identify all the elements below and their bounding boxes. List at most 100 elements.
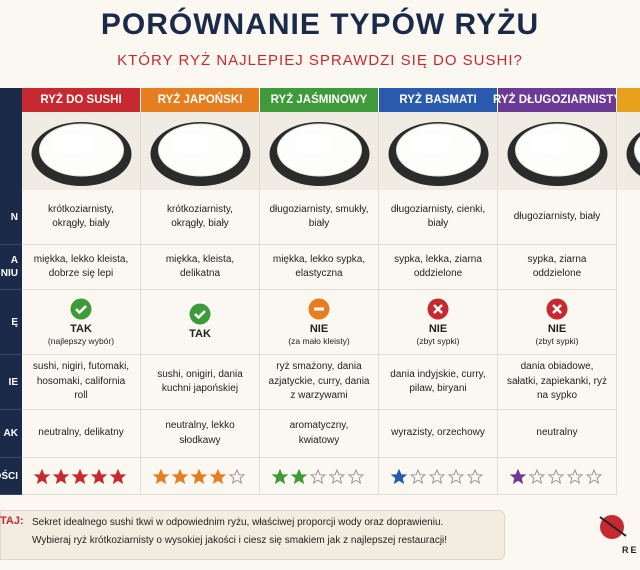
logo (599, 515, 627, 539)
taste-cell: neutralny (498, 410, 617, 458)
footer-line: Wybieraj ryż krótkoziarnisty o wysokiej … (32, 535, 448, 546)
status: TAK (70, 322, 92, 335)
rating-star (447, 468, 465, 485)
rating-star (347, 468, 365, 485)
rating (509, 468, 603, 485)
rating-cell (379, 458, 498, 495)
rating-star (466, 468, 484, 485)
column-header: RYŻ BASMATI (379, 88, 497, 112)
rating (390, 468, 484, 485)
dishes-cell: dania obiadowe, sałatki, zapiekanki, ryż… (498, 355, 617, 410)
status-icon (189, 303, 211, 325)
row-label-text: Ę (11, 316, 18, 328)
rating-star (33, 468, 51, 485)
rating-star (71, 468, 89, 485)
rating-star (90, 468, 108, 485)
footer-line: Sekret idealnego sushi tkwi w odpowiedni… (32, 517, 444, 528)
status-icon (546, 298, 568, 320)
rating-cell (260, 458, 379, 495)
status: NIE (309, 322, 329, 335)
grain-cell: długoziarnisty, smukły, biały (260, 190, 379, 245)
rating (271, 468, 365, 485)
rating-star (409, 468, 427, 485)
row-label: KOŚCI (0, 458, 22, 495)
title: PORÓWNANIE TYPÓW RYŻU (100, 8, 540, 41)
taste-cell: neutralny, delikatny (22, 410, 141, 458)
dishes-cell: ryż smażony, dania azjatyckie, curry, da… (260, 355, 379, 410)
status-note: (najlepszy wybór) (47, 336, 115, 346)
rating-star (271, 468, 289, 485)
rice-bowl (150, 122, 251, 186)
texture-cell: miękka, lekko sypka, elastyczna (260, 245, 379, 290)
suitability-cell: TAK (141, 290, 260, 355)
rating-star (190, 468, 208, 485)
suitability-cell: NIE (zbyt sypki) (379, 290, 498, 355)
rice-bowl (507, 122, 608, 186)
row-label: IE (0, 355, 22, 410)
suitability-cell: TAK (najlepszy wybór) (22, 290, 141, 355)
grain-cell: długoziarnisty, biały (498, 190, 617, 245)
footer-prefix: TAJ: (0, 515, 24, 527)
rating-star (428, 468, 446, 485)
rating-star (390, 468, 408, 485)
rating-cell (22, 458, 141, 495)
status-note: (zbyt sypki) (535, 336, 579, 346)
rating-star (52, 468, 70, 485)
rating (152, 468, 246, 485)
row-label-text: AK (3, 428, 18, 439)
column-header: R (617, 88, 640, 112)
column-header: RYŻ DŁUGOZIARNISTY (493, 88, 621, 112)
rice-bowl (31, 122, 132, 186)
rating-cell (498, 458, 617, 495)
rating-star (328, 468, 346, 485)
row-label: A NIU (0, 245, 22, 290)
rating-star (309, 468, 327, 485)
suitability-cell: NIE (za mało kleisty) (260, 290, 379, 355)
status-note: (zbyt sypki) (416, 336, 460, 346)
taste-cell: aromatyczny, kwiatowy (260, 410, 379, 458)
status: NIE (428, 322, 448, 335)
suitability-cell: NIE (zbyt sypki) (498, 290, 617, 355)
label-column (0, 88, 22, 495)
rating-star (209, 468, 227, 485)
row-label-text: N (10, 211, 18, 223)
status-icon (308, 298, 330, 320)
texture-cell: sypka, ziarna oddzielone (498, 245, 617, 290)
row-label: Ę (0, 290, 22, 355)
texture-cell: sypka, lekka, ziarna oddzielone (379, 245, 498, 290)
rice-bowl (269, 122, 370, 186)
subtitle: KTÓRY RYŻ NAJLEPIEJ SPRAWDZI SIĘ DO SUSH… (117, 52, 523, 69)
row-label-text: KOŚCI (0, 470, 18, 482)
texture-cell: miękka, kleista, delikatna (141, 245, 260, 290)
status-note: (za mało kleisty) (288, 336, 350, 346)
rating-star (228, 468, 246, 485)
texture-cell: miękka, lekko kleista, dobrze się lepi (22, 245, 141, 290)
rating-star (528, 468, 546, 485)
status: TAK (189, 327, 211, 340)
status-icon (70, 298, 92, 320)
grain-cell: długoziarnisty, cienki, biały (379, 190, 498, 245)
rating-star (585, 468, 603, 485)
rating-star (109, 468, 127, 485)
row-label-text: NIU (0, 268, 18, 279)
row-label-text: A (10, 255, 18, 266)
column-header: RYŻ DO SUSHI (22, 88, 140, 112)
taste-cell: neutralny, lekko słodkawy (141, 410, 260, 458)
dishes-cell: sushi, onigiri, dania kuchni japońskiej (141, 355, 260, 410)
grain-cell: krótkoziarnisty, okrągły, biały (141, 190, 260, 245)
rating-star (566, 468, 584, 485)
rating-cell (141, 458, 260, 495)
row-label-text: IE (8, 376, 18, 388)
rice-bowl (626, 132, 640, 176)
rating-star (290, 468, 308, 485)
logo-text: RE (622, 545, 639, 555)
grain-cell: krótkoziarnisty, okrągły, biały (22, 190, 141, 245)
rating-star (547, 468, 565, 485)
rice-bowl (388, 122, 489, 186)
row-label: AK (0, 410, 22, 458)
rating-star (171, 468, 189, 485)
row-label: N (0, 190, 22, 245)
rating-star (509, 468, 527, 485)
rating (33, 468, 127, 485)
